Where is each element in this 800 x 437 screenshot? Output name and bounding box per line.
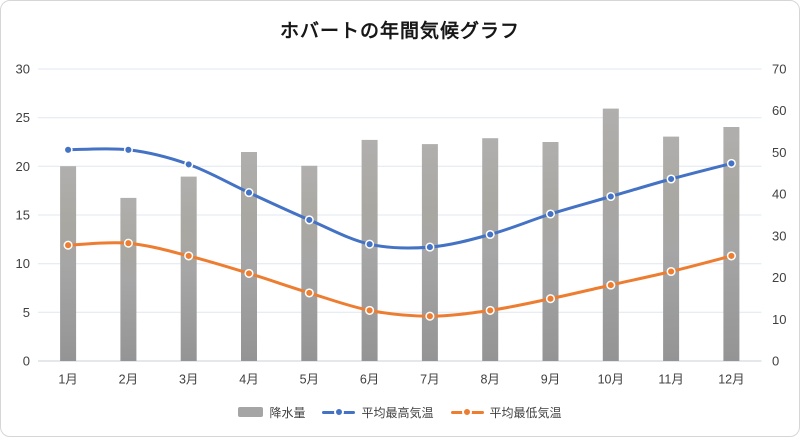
chart-title: ホバートの年間気候グラフ [279,21,520,42]
legend-label-precipitation: 降水量 [269,405,306,420]
min-temp-marker [425,311,435,321]
right-axis-tick-label: 60 [772,103,786,118]
max-temp-marker [485,229,495,240]
min-temp-marker [244,268,254,278]
precipitation-bar [663,136,680,361]
x-axis-month-label: 12月 [718,373,744,387]
max-temp-marker [365,239,375,249]
left-axis-tick-label: 5 [23,305,30,320]
precipitation-bar [421,144,438,361]
precipitation-bar [542,142,559,361]
right-axis-tick-label: 20 [772,270,786,285]
legend-label-max-temp: 平均最高気温 [361,405,434,420]
min-temp-line [66,241,733,318]
chart-legend: 降水量 平均最高気温 平均最低気温 [1,402,799,422]
max-temp-line [66,147,733,250]
x-axis-month-label: 7月 [420,373,439,387]
precipitation-bar [723,127,740,361]
x-axis-month-label: 8月 [480,373,499,387]
x-axis-month-label: 6月 [360,373,379,387]
max-temp-marker [726,158,736,168]
precipitation-bar [301,165,318,361]
legend-label-min-temp: 平均最低気温 [489,405,562,420]
precipitation-bar [120,197,137,361]
min-temp-marker [123,238,133,248]
min-temp-dot-icon [462,407,472,417]
legend-item-min-temp: 平均最低気温 [450,404,562,421]
min-temp-marker [666,266,676,277]
x-axis-month-label: 3月 [179,373,198,387]
max-temp-dot-icon [333,407,344,417]
max-temp-marker [123,145,133,155]
precipitation-bar-swatch-icon [238,407,264,417]
max-temp-marker [425,242,435,252]
x-axis-month-label: 10月 [598,373,624,387]
left-axis-tick-label: 20 [16,159,30,174]
min-temp-line-swatch-icon [450,407,484,418]
left-axis-tick-label: 25 [16,110,30,125]
legend-item-max-temp: 平均最高気温 [322,404,434,421]
right-axis-tick-label: 40 [772,187,786,202]
max-temp-marker [244,188,254,198]
right-axis-tick-label: 50 [772,145,786,160]
right-axis-tick-label: 10 [772,312,786,327]
min-temp-marker [63,240,73,250]
precipitation-bar [361,139,378,361]
left-axis-tick-label: 15 [16,208,30,223]
max-temp-marker [606,191,616,202]
right-axis-tick-label: 70 [772,62,786,77]
x-axis-month-label: 4月 [239,373,258,387]
precipitation-bar [60,166,77,361]
precipitation-bar [180,176,197,361]
right-axis-tick-label: 30 [772,228,786,243]
max-temp-marker [545,209,556,219]
right-axis-tick-label: 0 [772,354,779,369]
left-axis-tick-label: 0 [23,354,30,369]
x-axis-month-label: 5月 [300,373,319,387]
legend-item-precipitation: 降水量 [238,404,305,421]
precipitation-bar [241,152,257,361]
left-axis-tick-label: 30 [16,62,30,77]
max-temp-marker [63,145,73,155]
x-axis-month-label: 2月 [119,373,138,387]
x-axis-month-label: 1月 [58,373,77,387]
max-temp-marker [184,159,194,169]
x-axis-month-label: 9月 [541,373,560,387]
min-temp-marker [304,288,314,298]
precipitation-bar [482,138,499,361]
max-temp-line-swatch-icon [322,407,356,418]
min-temp-marker [726,251,736,261]
precipitation-bar [602,108,619,361]
min-temp-marker [485,305,495,315]
min-temp-marker [365,305,375,315]
x-axis-month-label: 11月 [658,373,683,387]
left-axis-tick-label: 10 [16,256,30,271]
min-temp-marker [606,280,616,290]
max-temp-marker [304,215,314,225]
min-temp-marker [184,251,194,261]
max-temp-marker [666,174,676,184]
min-temp-marker [545,294,556,304]
